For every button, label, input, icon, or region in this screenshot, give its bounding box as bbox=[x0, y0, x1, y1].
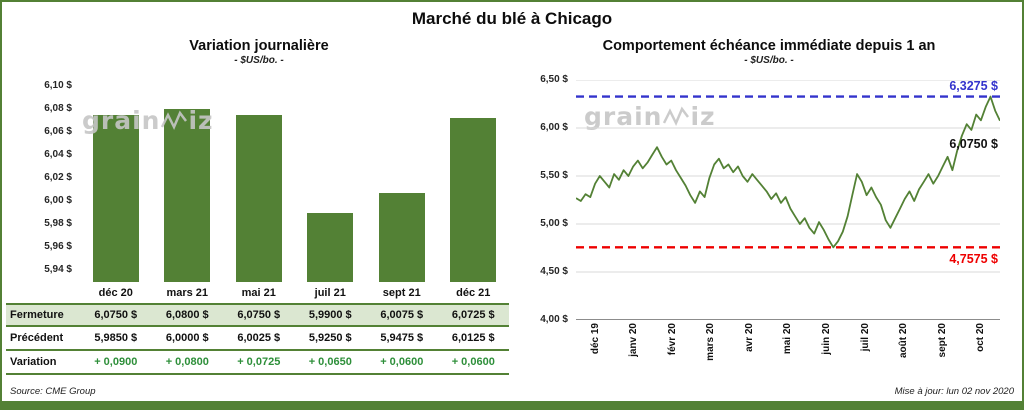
x-tick-label: août 20 bbox=[898, 323, 910, 359]
y-tick-label: 6,10 $ bbox=[44, 79, 72, 91]
category-label: juil 21 bbox=[314, 287, 346, 299]
table-cell: 6,0025 $ bbox=[237, 332, 281, 344]
table-cell: 5,9250 $ bbox=[308, 332, 352, 344]
price-table: Fermeture 6,0750 $ 6,0800 $ 6,0750 $ 5,9… bbox=[6, 303, 512, 375]
line-plot-area: grain iz 6,3275 $ 6,0750 $ 4,7575 $ bbox=[576, 78, 1000, 320]
table-cell: 6,0125 $ bbox=[451, 332, 495, 344]
y-tick-label: 6,02 $ bbox=[44, 172, 72, 184]
x-tick-label: mai 20 bbox=[782, 323, 794, 355]
grainwiz-watermark: grain iz bbox=[584, 102, 716, 131]
line-chart: 6,50 $ 6,00 $ 5,50 $ 5,00 $ 4,50 $ 4,00 $ gra… bbox=[516, 74, 1022, 325]
bar-déc 20 bbox=[92, 114, 139, 282]
x-tick-label: déc 19 bbox=[589, 323, 601, 355]
y-tick-label: 5,96 $ bbox=[44, 241, 72, 253]
y-tick-label: 6,00 $ bbox=[540, 122, 568, 133]
table-row-fermeture: Fermeture 6,0750 $ 6,0800 $ 6,0750 $ 5,9… bbox=[6, 303, 509, 327]
row-label: Précédent bbox=[10, 332, 64, 344]
table-cell: + 0,0600 bbox=[451, 356, 495, 368]
y-tick-label: 5,50 $ bbox=[540, 170, 568, 181]
y-tick-label: 6,06 $ bbox=[44, 125, 72, 137]
table-cell: + 0,0650 bbox=[308, 356, 352, 368]
y-tick-label: 5,98 $ bbox=[44, 218, 72, 230]
row-label: Variation bbox=[10, 356, 57, 368]
table-cell: 6,0075 $ bbox=[380, 309, 424, 321]
table-cell: 6,0800 $ bbox=[165, 309, 209, 321]
last-price-label: 6,0750 $ bbox=[949, 136, 998, 151]
category-label: mars 21 bbox=[166, 287, 209, 299]
bar-x-axis: déc 20 mars 21 mai 21 juil 21 sept 21 dé… bbox=[80, 287, 512, 299]
category-label: déc 21 bbox=[456, 287, 491, 299]
category-label: déc 20 bbox=[98, 287, 133, 299]
table-cell: 5,9475 $ bbox=[380, 332, 424, 344]
x-tick-label: juin 20 bbox=[821, 323, 833, 355]
bar-mars 21 bbox=[164, 108, 211, 282]
table-cell: + 0,0725 bbox=[237, 356, 281, 368]
y-tick-label: 6,50 $ bbox=[540, 74, 568, 85]
y-tick-label: 6,04 $ bbox=[44, 149, 72, 161]
table-cell: 6,0750 $ bbox=[237, 309, 281, 321]
x-tick-label: juil 20 bbox=[859, 323, 871, 352]
y-tick-label: 4,00 $ bbox=[540, 314, 568, 325]
year-low-label: 4,7575 $ bbox=[949, 252, 998, 267]
table-row-variation: Variation + 0,0900 + 0,0800 + 0,0725 + 0… bbox=[6, 351, 509, 375]
bar-y-axis: 6,10 $ 6,08 $ 6,06 $ 6,04 $ 6,02 $ 6,00 $ 5,98… bbox=[6, 80, 80, 282]
bar-chart-subtitle: - $US/bo. - bbox=[234, 55, 284, 66]
x-tick-label: avr 20 bbox=[743, 323, 755, 352]
table-cell: + 0,0900 bbox=[94, 356, 138, 368]
y-tick-label: 6,08 $ bbox=[44, 102, 72, 114]
table-cell: 5,9900 $ bbox=[308, 309, 352, 321]
line-x-axis: déc 19 janv 20 févr 20 mars 20 avr 20 ma… bbox=[576, 323, 1000, 375]
y-tick-label: 5,00 $ bbox=[540, 218, 568, 229]
line-y-axis: 6,50 $ 6,00 $ 5,50 $ 5,00 $ 4,50 $ 4,00 $ bbox=[516, 74, 576, 325]
bar-chart: 6,10 $ 6,08 $ 6,06 $ 6,04 $ 6,02 $ 6,00 $ 5,98… bbox=[6, 80, 512, 282]
table-row-precedent: Précédent 5,9850 $ 6,0000 $ 6,0025 $ 5,9… bbox=[6, 327, 509, 351]
table-cell: 5,9850 $ bbox=[94, 332, 138, 344]
immediate-maturity-panel: Comportement échéance immédiate depuis 1… bbox=[516, 38, 1022, 375]
line-chart-subtitle: - $US/bo. - bbox=[744, 55, 794, 66]
category-label: sept 21 bbox=[382, 287, 421, 299]
x-tick-label: févr 20 bbox=[666, 323, 678, 356]
x-tick-label: oct 20 bbox=[975, 323, 987, 352]
year-high-label: 6,3275 $ bbox=[949, 78, 998, 93]
x-tick-label: mars 20 bbox=[705, 323, 717, 361]
grainwiz-watermark: grain iz bbox=[82, 106, 214, 135]
table-cell: 6,0725 $ bbox=[451, 309, 495, 321]
table-cell: 6,0750 $ bbox=[94, 309, 138, 321]
x-tick-label: sept 20 bbox=[936, 323, 948, 358]
bar-sept 21 bbox=[378, 192, 425, 282]
bar-juil 21 bbox=[307, 212, 354, 282]
y-tick-label: 6,00 $ bbox=[44, 195, 72, 207]
table-cell: + 0,0600 bbox=[380, 356, 424, 368]
bar-plot-area: grain iz bbox=[80, 80, 509, 282]
page-title: Marché du blé à Chicago bbox=[411, 9, 613, 28]
line-chart-title: Comportement échéance immédiate depuis 1… bbox=[602, 38, 936, 54]
table-cell: 6,0000 $ bbox=[165, 332, 209, 344]
category-label: mai 21 bbox=[241, 287, 276, 299]
bar-déc 21 bbox=[450, 117, 497, 282]
line-chart-svg bbox=[576, 80, 1000, 320]
bar-chart-title: Variation journalière bbox=[189, 38, 329, 54]
y-tick-label: 5,94 $ bbox=[44, 264, 72, 276]
bottom-border-bar bbox=[2, 401, 1022, 408]
bar-mai 21 bbox=[235, 114, 282, 282]
table-cell: + 0,0800 bbox=[165, 356, 209, 368]
daily-variation-panel: Variation journalière - $US/bo. - 6,10 $… bbox=[6, 38, 512, 375]
updated-note: Mise à jour: lun 02 nov 2020 bbox=[894, 386, 1014, 397]
x-tick-label: janv 20 bbox=[628, 323, 640, 357]
y-tick-label: 4,50 $ bbox=[540, 266, 568, 277]
row-label: Fermeture bbox=[10, 309, 64, 321]
source-note: Source: CME Group bbox=[10, 386, 96, 397]
